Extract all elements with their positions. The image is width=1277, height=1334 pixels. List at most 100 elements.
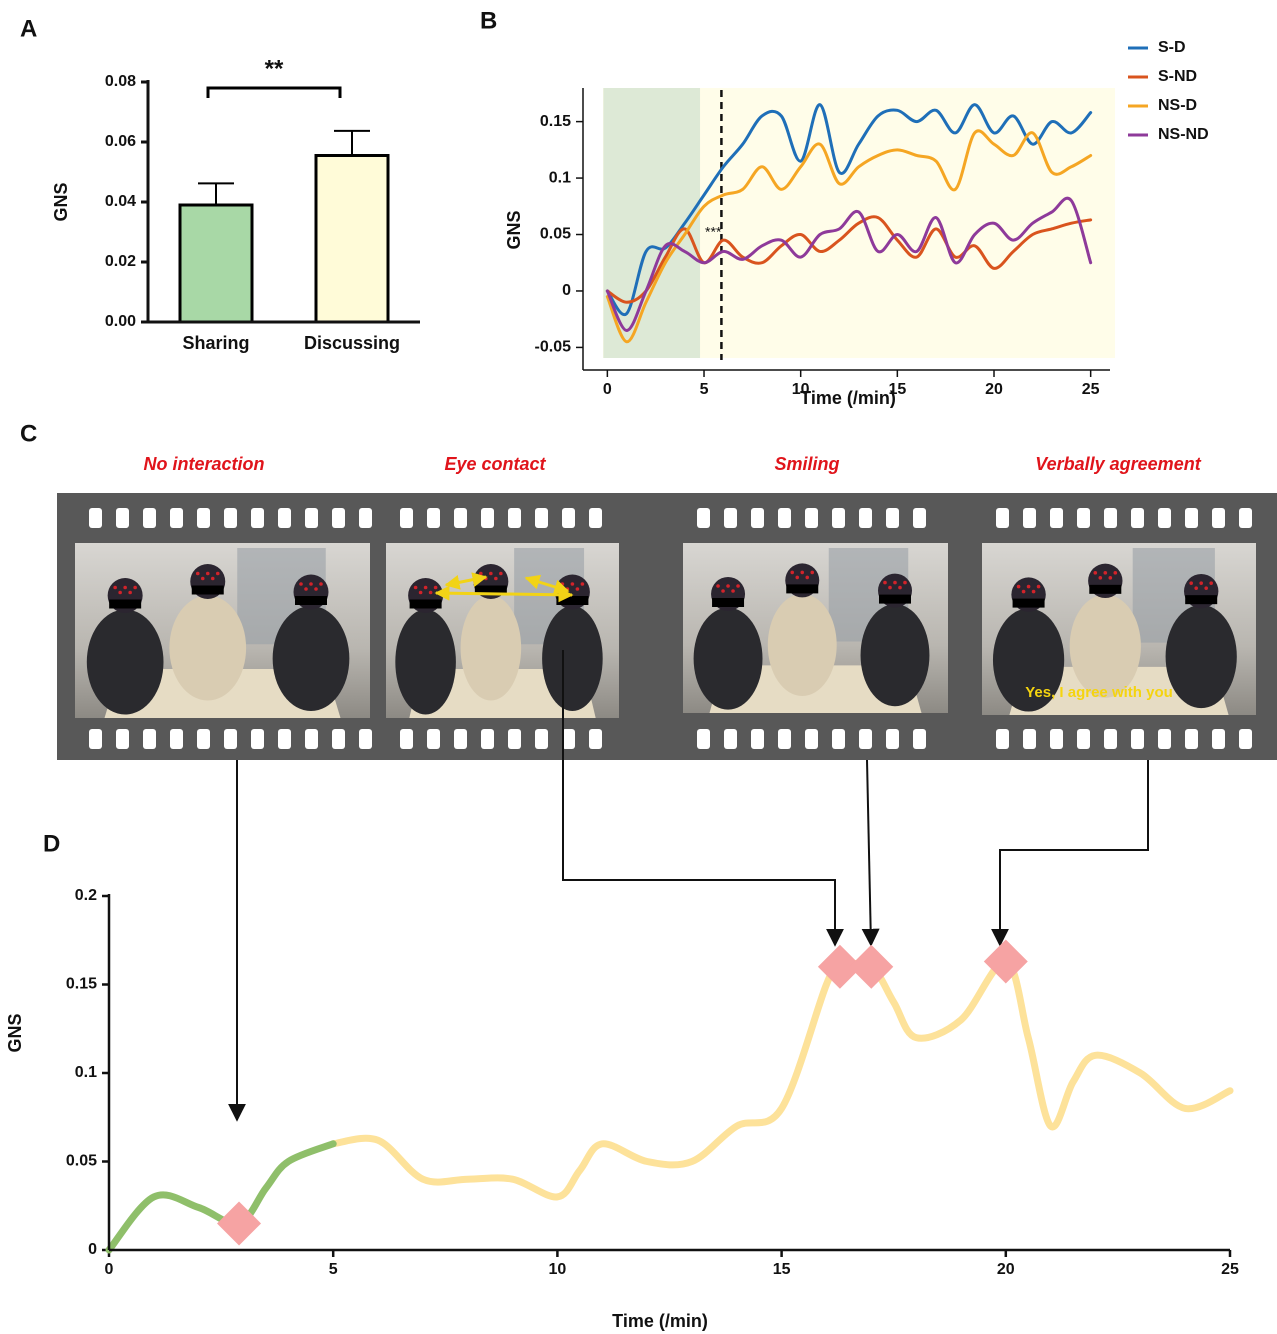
sprocket-hole: [454, 729, 467, 749]
sprocket-hole: [1077, 508, 1090, 528]
sprocket-hole: [197, 508, 210, 528]
electrode: [499, 572, 503, 576]
sprocket-hole: [305, 508, 318, 528]
sprocket-hole: [224, 729, 237, 749]
person-body: [395, 610, 456, 715]
y-tick-label: 0.00: [105, 313, 136, 330]
electrode: [434, 586, 438, 590]
sprocket-hole: [481, 508, 494, 528]
sprocket-hole: [778, 508, 791, 528]
y-tick-label: 0.2: [75, 887, 97, 904]
electrode: [571, 582, 575, 586]
photo: [386, 543, 619, 718]
annotation: ***: [705, 224, 722, 240]
electrode: [216, 572, 220, 576]
x-tick-label: 5: [700, 381, 709, 398]
sprocket-hole: [1023, 508, 1036, 528]
electrode: [314, 587, 318, 591]
electrode: [1209, 581, 1213, 585]
sprocket-hole: [508, 508, 521, 528]
electrode: [309, 582, 313, 586]
y-tick-label: 0.15: [540, 113, 571, 130]
sprocket-hole: [996, 729, 1009, 749]
sprocket-hole: [305, 729, 318, 749]
electrode: [898, 586, 902, 590]
legend-label: NS-D: [1158, 97, 1197, 114]
eye-bar: [712, 598, 744, 607]
eye-bar: [556, 596, 588, 605]
x-tick-label: 25: [1221, 1261, 1239, 1278]
electrode: [424, 586, 428, 590]
arrow: [1000, 760, 1148, 945]
sprocket-hole: [278, 508, 291, 528]
electrode: [1109, 576, 1113, 580]
electrode: [1017, 585, 1021, 589]
electrode: [1094, 571, 1098, 575]
eye-bar: [1089, 585, 1121, 594]
electrode: [113, 586, 117, 590]
electrode: [201, 577, 205, 581]
sprocket-hole: [1185, 729, 1198, 749]
sprocket-hole: [1131, 729, 1144, 749]
y-tick-label: 0.04: [105, 193, 136, 210]
sprocket-hole: [913, 508, 926, 528]
photo: [683, 543, 948, 713]
sprocket-hole: [805, 508, 818, 528]
sprocket-hole: [1185, 508, 1198, 528]
panel-letter: D: [43, 830, 60, 857]
sprocket-hole: [535, 729, 548, 749]
electrode: [581, 582, 585, 586]
page: Yes, I agree with you CNo interactionEye…: [0, 0, 1277, 1334]
person-body: [768, 594, 837, 696]
electrode: [810, 571, 814, 575]
panel-letter: B: [480, 7, 497, 34]
sprocket-hole: [1239, 729, 1252, 749]
person-body: [461, 596, 522, 701]
panel-letter: A: [20, 15, 37, 42]
x-tick-label: 0: [603, 381, 612, 398]
sprocket-hole: [427, 508, 440, 528]
y-axis-label: GNS: [504, 210, 524, 249]
photo: [75, 543, 370, 718]
y-tick-label: 0: [88, 1241, 97, 1258]
electrode: [489, 572, 493, 576]
electrode: [883, 581, 887, 585]
electrode: [800, 571, 804, 575]
electrode: [805, 576, 809, 580]
sprocket-hole: [697, 729, 710, 749]
electrode: [716, 584, 720, 588]
electrode: [1194, 586, 1198, 590]
sprocket-hole: [1050, 508, 1063, 528]
y-axis-label: GNS: [51, 182, 71, 221]
person-body: [694, 608, 763, 710]
electrode: [903, 581, 907, 585]
y-tick-label: 0.02: [105, 253, 136, 270]
sprocket-hole: [170, 729, 183, 749]
electrode: [196, 572, 200, 576]
electrode: [576, 587, 580, 591]
sprocket-hole: [751, 508, 764, 528]
electrode: [790, 571, 794, 575]
sprocket-hole: [1158, 729, 1171, 749]
electrode: [1032, 590, 1036, 594]
eye-bar: [879, 595, 911, 604]
y-tick-label: 0: [562, 282, 571, 299]
gns-line: [333, 961, 1230, 1197]
panel-letter: C: [20, 420, 37, 447]
sprocket-hole: [197, 729, 210, 749]
frame-caption: Eye contact: [444, 454, 546, 474]
sprocket-hole: [751, 729, 764, 749]
sprocket-hole: [400, 508, 413, 528]
frame-caption: Verbally agreement: [1035, 454, 1201, 474]
person-body: [273, 606, 350, 711]
electrode: [795, 576, 799, 580]
eye-bar: [410, 600, 442, 609]
sprocket-hole: [224, 508, 237, 528]
electrode: [731, 589, 735, 593]
electrode: [1204, 586, 1208, 590]
electrode: [419, 591, 423, 595]
sprocket-hole: [886, 729, 899, 749]
sprocket-hole: [886, 508, 899, 528]
electrode: [721, 589, 725, 593]
sprocket-hole: [332, 508, 345, 528]
